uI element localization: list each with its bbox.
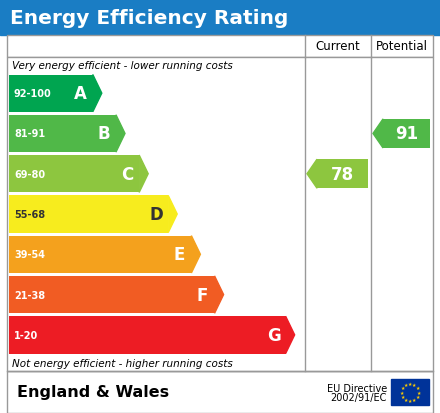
Text: Very energy efficient - lower running costs: Very energy efficient - lower running co… <box>12 61 233 71</box>
Polygon shape <box>139 156 148 193</box>
Text: ★: ★ <box>412 382 417 387</box>
Text: 1-20: 1-20 <box>14 330 38 340</box>
Text: 92-100: 92-100 <box>14 89 52 99</box>
Text: ★: ★ <box>408 398 412 403</box>
Polygon shape <box>93 75 102 112</box>
Bar <box>9 316 286 354</box>
Polygon shape <box>307 160 317 189</box>
Text: ★: ★ <box>408 381 412 386</box>
Polygon shape <box>191 236 200 273</box>
Text: England & Wales: England & Wales <box>17 385 169 399</box>
Text: ★: ★ <box>400 385 405 390</box>
Text: ★: ★ <box>415 385 420 390</box>
Polygon shape <box>373 120 383 149</box>
Text: A: A <box>74 85 87 103</box>
Bar <box>7 371 433 413</box>
Text: 21-38: 21-38 <box>14 290 45 300</box>
Text: ★: ★ <box>403 382 408 387</box>
Bar <box>317 160 368 189</box>
Text: Potential: Potential <box>376 40 428 53</box>
Text: EU Directive: EU Directive <box>327 383 387 393</box>
Polygon shape <box>215 276 224 313</box>
Text: ★: ★ <box>399 389 403 394</box>
Text: ★: ★ <box>415 394 420 399</box>
Text: G: G <box>267 326 281 344</box>
Bar <box>0 0 440 36</box>
Polygon shape <box>168 196 177 233</box>
Text: 55-68: 55-68 <box>14 209 45 219</box>
Text: 78: 78 <box>331 165 354 183</box>
Text: 2002/91/EC: 2002/91/EC <box>330 392 387 402</box>
Text: E: E <box>174 246 185 263</box>
Polygon shape <box>116 116 125 153</box>
Text: 81-91: 81-91 <box>14 129 45 139</box>
Bar <box>9 236 191 273</box>
Text: F: F <box>197 286 208 304</box>
Bar <box>9 196 168 233</box>
Text: Not energy efficient - higher running costs: Not energy efficient - higher running co… <box>12 358 233 368</box>
Text: ★: ★ <box>403 397 408 402</box>
Text: 39-54: 39-54 <box>14 250 45 260</box>
Bar <box>7 36 433 58</box>
Text: B: B <box>98 125 110 143</box>
Text: ★: ★ <box>416 389 421 394</box>
Text: Energy Efficiency Rating: Energy Efficiency Rating <box>10 9 288 27</box>
Text: ★: ★ <box>400 394 405 399</box>
Bar <box>383 120 430 149</box>
Text: ★: ★ <box>412 397 417 402</box>
Bar <box>9 75 93 112</box>
Text: D: D <box>149 206 163 223</box>
Text: 69-80: 69-80 <box>14 169 45 179</box>
Polygon shape <box>286 316 295 354</box>
Bar <box>9 276 215 313</box>
Bar <box>9 156 139 193</box>
Text: Current: Current <box>315 40 360 53</box>
Bar <box>391 379 429 405</box>
Text: 91: 91 <box>395 125 418 143</box>
Text: C: C <box>121 165 133 183</box>
Bar <box>7 58 433 371</box>
Bar <box>9 116 116 153</box>
